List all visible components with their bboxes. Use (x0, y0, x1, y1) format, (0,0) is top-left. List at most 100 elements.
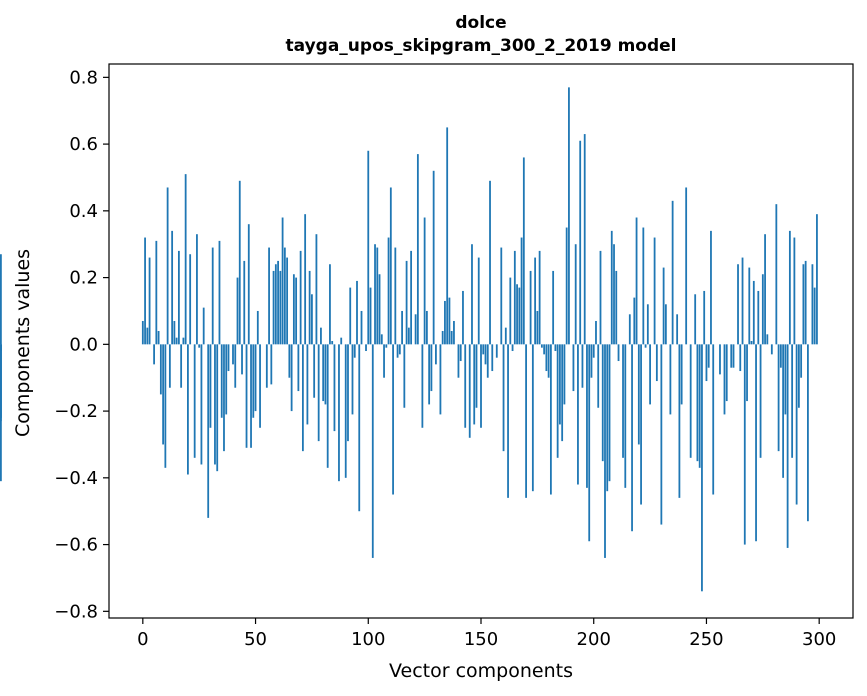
bar (795, 344, 798, 505)
x-tick-label: 50 (244, 629, 267, 650)
bar (547, 344, 550, 378)
y-tick-label: 0.4 (69, 201, 98, 222)
bar (148, 257, 151, 345)
bar (416, 154, 419, 345)
bar (468, 344, 471, 438)
bar (786, 344, 789, 548)
bar (624, 344, 627, 488)
bar (606, 344, 609, 492)
bar (380, 334, 383, 345)
bar (168, 344, 171, 388)
bar (723, 344, 726, 415)
bar (225, 344, 228, 415)
bar (175, 337, 178, 345)
bar (797, 344, 800, 408)
bar (0, 344, 2, 418)
bar (577, 344, 579, 485)
bar (279, 270, 282, 345)
bar (730, 344, 733, 368)
bar (775, 204, 778, 345)
bar (315, 234, 318, 345)
bar (813, 287, 816, 345)
bar (604, 344, 606, 558)
bar (788, 230, 791, 345)
bar (268, 247, 270, 345)
bar (250, 344, 252, 448)
bar (211, 247, 214, 345)
bar (403, 344, 406, 408)
bar (628, 314, 631, 345)
bar (471, 244, 473, 345)
bar (581, 344, 584, 388)
bar (459, 344, 462, 362)
bar (518, 287, 521, 345)
bar (556, 344, 559, 458)
bar (615, 270, 618, 345)
bar (543, 344, 546, 355)
bar (394, 247, 397, 345)
bar (522, 157, 525, 345)
bar (396, 344, 399, 358)
bar (209, 344, 212, 428)
bar (595, 320, 597, 345)
bar (144, 237, 146, 345)
bar (247, 224, 250, 345)
bar (177, 250, 180, 345)
bar (448, 297, 451, 345)
bar (187, 344, 189, 475)
bar (755, 344, 757, 542)
x-axis-label: Vector components (389, 660, 573, 682)
bar (705, 344, 708, 382)
bar (162, 344, 165, 445)
bar (353, 344, 356, 358)
bar (534, 257, 537, 345)
bar (159, 344, 162, 395)
bar (308, 270, 311, 345)
bar (579, 140, 582, 345)
bar (243, 260, 246, 345)
bar (256, 310, 259, 345)
bar (193, 344, 196, 458)
bar (392, 344, 394, 495)
bar (245, 344, 248, 448)
bar (317, 344, 320, 442)
y-axis: −0.8 −0.6 −0.4 −0.2 0.0 0.2 0.4 0.6 0.8 (54, 67, 109, 622)
bar (759, 344, 762, 458)
bar (439, 344, 442, 415)
x-tick-label: 0 (137, 629, 148, 650)
bar (622, 344, 624, 458)
y-tick-label: 0.6 (69, 134, 98, 155)
bar (200, 344, 203, 465)
bar (712, 344, 715, 495)
bar (802, 264, 805, 345)
bar (646, 304, 649, 345)
bar (529, 270, 532, 345)
bar (662, 267, 665, 345)
bar (369, 287, 372, 345)
bar (295, 277, 298, 345)
bar (761, 274, 764, 345)
bar (322, 344, 325, 402)
bar (389, 187, 392, 345)
bar (338, 344, 340, 482)
bar (637, 344, 640, 445)
bar (791, 344, 794, 458)
bar (236, 277, 239, 345)
bar (707, 344, 710, 368)
bar (410, 250, 413, 345)
bar (495, 344, 498, 358)
bar (184, 174, 187, 345)
bar (277, 260, 279, 345)
bar (525, 344, 527, 498)
bar (435, 344, 437, 365)
chart-title-group: dolce tayga_upos_skipgram_300_2_2019 mod… (286, 13, 677, 56)
bar (304, 214, 307, 345)
bar (486, 344, 489, 378)
plot-frame (108, 63, 854, 619)
bar (227, 344, 230, 372)
bar (241, 344, 243, 375)
bar (414, 314, 417, 345)
bar (696, 344, 699, 462)
bar (561, 344, 564, 442)
bar (782, 344, 785, 478)
